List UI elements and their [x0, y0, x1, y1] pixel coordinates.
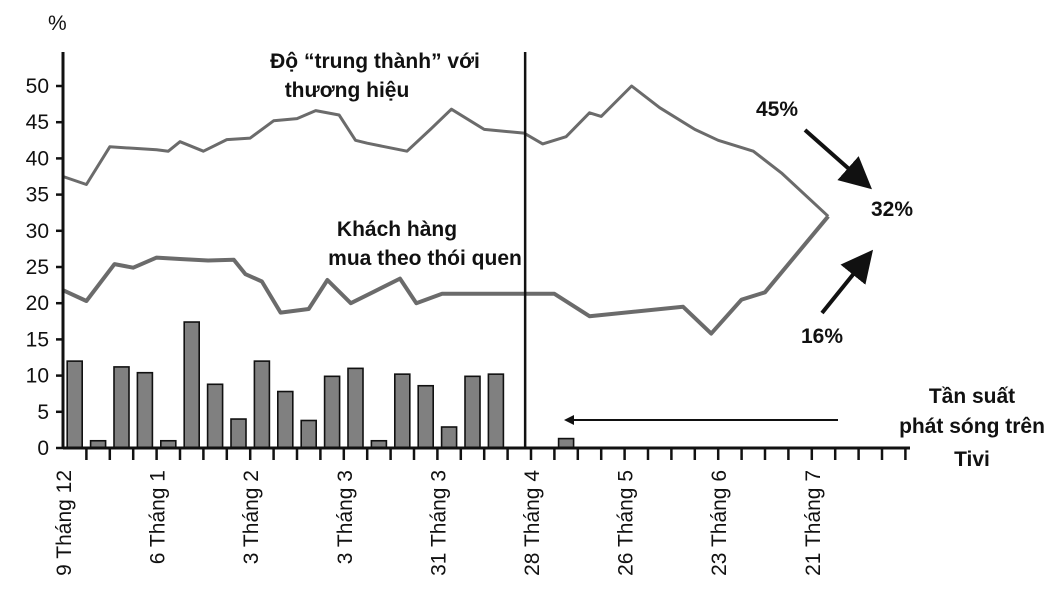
- y-tick-label: 50: [26, 75, 49, 98]
- x-tick-label: 31 Tháng 3: [427, 470, 450, 576]
- brand-loyalty-label: Độ “trung thành” với: [270, 50, 480, 73]
- pct-32-label: 32%: [871, 198, 913, 221]
- tv-frequency-bar: [323, 375, 341, 449]
- tv-frequency-label-2: phát sóng trên: [899, 415, 1045, 438]
- y-tick-label: 15: [26, 328, 49, 351]
- x-ticks: 9 Tháng 12 6 Tháng 1 3 Tháng 2 3 Tháng 3 31 …: [53, 448, 907, 576]
- tv-frequency-bar: [417, 384, 435, 449]
- habitual-buyers-line: [62, 215, 830, 336]
- tv-frequency-bar: [347, 367, 364, 449]
- y-tick-label: 0: [37, 437, 49, 460]
- x-tick-label: 28 Tháng 4: [521, 470, 544, 576]
- lines-layer: [62, 84, 830, 336]
- brand-loyalty-line: [62, 84, 830, 218]
- tv-frequency-bar: [136, 371, 154, 449]
- tv-frequency-label: Tần suất: [929, 385, 1015, 408]
- x-tick-label: 26 Tháng 5: [615, 470, 638, 576]
- y-tick-label: 20: [26, 292, 49, 315]
- arrow-45-to-32: [803, 128, 872, 190]
- y-tick-label: 10: [26, 365, 49, 388]
- tv-frequency-bar: [464, 375, 481, 449]
- y-tick-label: 5: [37, 401, 49, 424]
- x-tick-label: 21 Tháng 7: [802, 470, 825, 576]
- x-tick-label: 9 Tháng 12: [53, 470, 76, 576]
- tv-frequency-bar: [440, 426, 458, 449]
- brand-loyalty-label-2: thương hiệu: [285, 79, 410, 102]
- tv-frequency-bar: [487, 373, 505, 449]
- arrow-16-to-32: [820, 249, 874, 315]
- y-tick-label: 40: [26, 147, 49, 170]
- tv-frequency-bar: [300, 419, 318, 449]
- tv-frequency-bar: [276, 390, 294, 449]
- bars-layer: [66, 321, 575, 449]
- pct-16-label: 16%: [801, 325, 843, 348]
- tv-frequency-bar: [66, 360, 83, 449]
- habitual-label: Khách hàng: [337, 218, 457, 241]
- y-axis-label: %: [48, 12, 67, 35]
- tv-frequency-bar: [206, 383, 224, 449]
- tv-frequency-bar: [393, 373, 411, 449]
- tv-frequency-bar: [230, 418, 247, 449]
- y-tick-label: 35: [26, 184, 49, 207]
- tv-frequency-bar: [253, 360, 271, 449]
- y-tick-label: 25: [26, 256, 49, 279]
- y-ticks: 0 5 10 15 20 25 30 35 40 45 50: [26, 75, 63, 460]
- tv-frequency-label-3: Tivi: [954, 448, 990, 471]
- y-tick-label: 45: [26, 111, 49, 134]
- x-tick-label: 23 Tháng 6: [708, 470, 731, 576]
- tv-frequency-bar: [113, 366, 130, 449]
- x-tick-label: 6 Tháng 1: [147, 470, 170, 564]
- x-tick-label: 3 Tháng 2: [240, 470, 263, 564]
- x-tick-label: 3 Tháng 3: [334, 470, 357, 564]
- tv-frequency-bar: [183, 321, 200, 449]
- habitual-label-2: mua theo thói quen: [328, 247, 522, 270]
- y-tick-label: 30: [26, 220, 49, 243]
- pct-45-label: 45%: [756, 98, 798, 121]
